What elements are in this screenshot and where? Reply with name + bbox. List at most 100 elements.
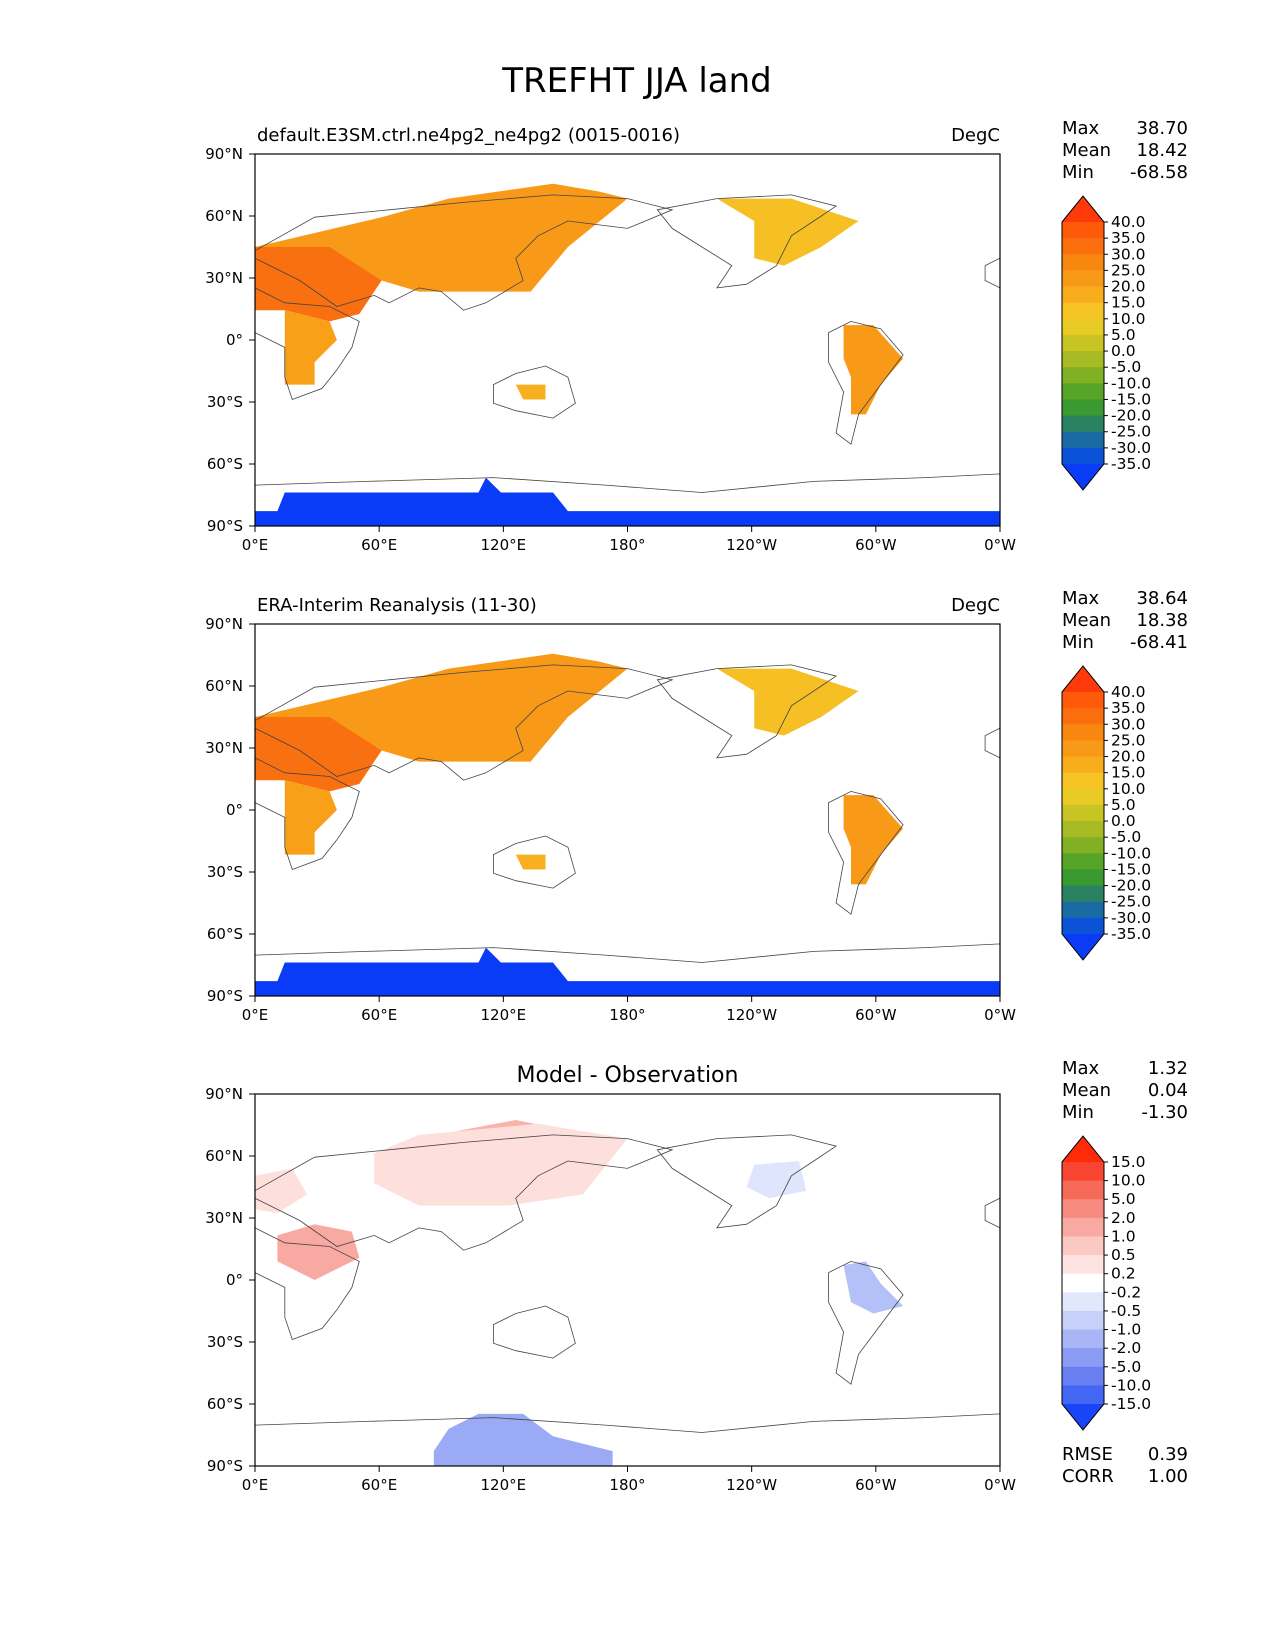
lon-tick-label: 120°E [481,1006,527,1024]
colorbar-tick-label: 15.0 [1111,1153,1146,1171]
colorbar-segment [1062,917,1104,935]
lon-tick-label: 180° [609,1476,645,1494]
colorbar-segment [1062,286,1104,304]
colorbar-extend-max [1062,196,1104,222]
stat-label-min: Min [1062,162,1094,183]
colorbar-tick-label: 40.0 [1111,683,1146,701]
field-eurasia-warm [374,1123,628,1206]
coastline [254,1134,674,1251]
lat-tick-label: 60°S [207,1395,243,1413]
colorbar-segment [1062,1255,1104,1275]
lat-tick-label: 30°N [205,269,243,287]
colorbar-tick-label: 0.2 [1111,1265,1136,1283]
lat-tick-label: 30°S [207,1333,243,1351]
coastline [254,287,360,401]
colorbar-segment [1062,1273,1104,1293]
colorbar-segment [1062,853,1104,870]
colorbar-segment [1062,1292,1104,1312]
stat-value-min: -68.41 [1130,632,1188,653]
colorbar-segment [1062,1348,1104,1368]
colorbar-tick-label: 20.0 [1111,748,1146,766]
coastline [828,320,904,445]
colorbar-tick-label: 25.0 [1111,731,1146,749]
colorbar-segment [1062,1236,1104,1256]
colorbar-tick-label: -0.2 [1111,1283,1141,1301]
colorbar-extend-max [1062,1136,1104,1162]
lat-tick-label: 90°S [207,517,243,535]
lon-tick-label: 120°E [481,536,527,554]
stat-label-min: Min [1062,1102,1094,1123]
coastline [828,1260,904,1385]
colorbar-tick-label: 15.0 [1111,294,1146,312]
stat-label-corr: CORR [1062,1466,1114,1487]
colorbar-segment [1062,1366,1104,1386]
stat-value-corr: 1.00 [1148,1466,1188,1487]
colorbar-segment [1062,1310,1104,1331]
colorbar-segment [1062,788,1104,806]
colorbar-segment [1062,415,1104,433]
field-north-america [716,198,859,266]
lon-tick-label: 0°W [984,1476,1016,1494]
stat-value-min: -1.30 [1141,1102,1188,1123]
coastline [492,365,576,419]
stat-label-mean: Mean [1062,1080,1111,1101]
colorbar-tick-label: 0.5 [1111,1246,1136,1264]
colorbar-tick-label: -15.0 [1111,390,1151,408]
colorbar-segment [1062,869,1104,887]
stat-label-rmse: RMSE [1062,1444,1113,1465]
colorbar-segment [1062,1385,1104,1405]
colorbar-extend-max [1062,666,1104,692]
colorbar-segment [1062,740,1104,758]
stat-value-max: 38.64 [1136,588,1188,609]
lon-tick-label: 0°E [242,1476,269,1494]
colorbar-tick-label: -25.0 [1111,423,1151,441]
lat-tick-label: 60°N [205,1147,243,1165]
colorbar-segment [1062,772,1104,790]
stat-label-mean: Mean [1062,610,1111,631]
field-australia [515,854,546,870]
colorbar: 40.035.030.025.020.015.010.05.00.0-5.0-1… [1061,665,1151,961]
lon-tick-label: 120°W [726,536,777,554]
colorbar-tick-label: 0.0 [1111,342,1136,360]
colorbar-segment [1062,885,1104,903]
lat-tick-label: 60°S [207,925,243,943]
colorbar-segment [1062,447,1104,465]
lon-tick-label: 180° [609,1006,645,1024]
colorbar-segment [1062,724,1104,741]
lon-tick-label: 180° [609,536,645,554]
figure-title: TREFHT JJA land [501,61,772,101]
field-africa-south [284,780,337,855]
lat-tick-label: 60°S [207,455,243,473]
field-africa-south [284,310,337,385]
colorbar-segment [1062,222,1104,239]
field-europe-warm [255,1168,308,1213]
colorbar-tick-label: -20.0 [1111,407,1151,425]
lon-tick-label: 60°W [855,1006,897,1024]
colorbar-extend-min [1062,1404,1104,1430]
colorbar-tick-label: -5.0 [1111,828,1141,846]
stat-value-max: 38.70 [1136,118,1188,139]
coastline [656,664,838,759]
colorbar-tick-label: 10.0 [1111,780,1146,798]
lon-tick-label: 0°W [984,1006,1016,1024]
colorbar-segment [1062,238,1104,255]
colorbar-segment [1062,756,1104,774]
colorbar-segment [1062,1162,1104,1182]
colorbar-tick-label: 5.0 [1111,326,1136,344]
panel-title-left: default.E3SM.ctrl.ne4pg2_ne4pg2 (0015-00… [257,125,680,146]
colorbar-tick-label: -2.0 [1111,1339,1141,1357]
lat-tick-label: 0° [226,801,243,819]
colorbar-segment [1062,692,1104,709]
lat-tick-label: 0° [226,1271,243,1289]
colorbar-segment [1062,708,1104,725]
colorbar-tick-label: 10.0 [1111,1172,1146,1190]
stat-value-max: 1.32 [1148,1058,1188,1079]
colorbar-tick-label: -10.0 [1111,374,1151,392]
stat-label-min: Min [1062,632,1094,653]
field-australia [515,384,546,400]
coastline [828,790,904,915]
field-south-america [843,795,904,885]
colorbar-tick-label: -20.0 [1111,877,1151,895]
colorbar-tick-label: 5.0 [1111,796,1136,814]
colorbar-tick-label: -5.0 [1111,358,1141,376]
